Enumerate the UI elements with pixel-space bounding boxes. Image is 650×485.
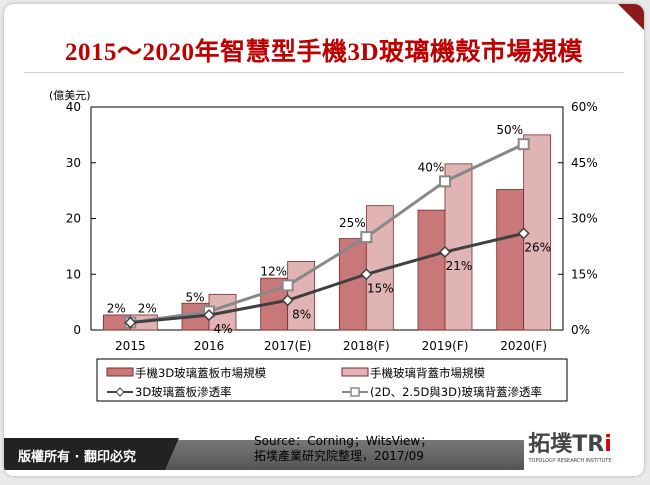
marker-square: [517, 138, 530, 151]
data-label-back-cover: 40%: [418, 160, 445, 174]
y2-tick-label: 45%: [571, 156, 598, 170]
legend-label: 手機3D玻璃蓋板市場規模: [135, 366, 267, 380]
data-label-3d-cover: 26%: [524, 240, 551, 254]
marker-square: [439, 175, 451, 188]
data-label-3d-cover: 15%: [367, 281, 394, 295]
legend-marker-square: [350, 387, 360, 397]
marker-diamond: [517, 227, 530, 240]
plot-area: [90, 106, 564, 331]
y-tick-label: 0: [73, 323, 81, 337]
source-line-2: 拓墣產業研究院整理，2017/09: [254, 449, 424, 463]
marker-diamond: [438, 245, 452, 259]
data-label-3d-cover: 8%: [292, 307, 311, 321]
source-note: Source：Corning；WitsView； 拓墣產業研究院整理，2017/…: [254, 434, 432, 464]
legend-label: 手機玻璃背蓋市場規模: [370, 366, 485, 380]
corner-decoration: [618, 4, 644, 30]
line-diamond: [130, 231, 525, 325]
x-tick-label: 2018(F): [343, 339, 390, 353]
data-label-back-cover: 5%: [185, 290, 204, 304]
y-tick-label: 30: [66, 156, 81, 170]
data-label-back-cover: 12%: [260, 264, 287, 278]
y-tick-label: 10: [66, 267, 81, 281]
y-axis-label: (億美元): [49, 89, 91, 102]
page-title: 2015～2020年智慧型手機3D玻璃機殼市場規模: [64, 39, 584, 66]
legend: [96, 358, 568, 402]
y2-tick-label: 15%: [571, 267, 598, 281]
data-label-back-cover: 2%: [138, 302, 157, 316]
x-tick-label: 2019(F): [422, 339, 469, 353]
bar-3d-cover: [417, 209, 446, 331]
x-tick-label: 2015: [115, 339, 146, 353]
y-tick-label: 40: [66, 100, 81, 114]
data-label-3d-cover: 21%: [446, 259, 473, 273]
data-label-3d-cover: 2%: [107, 302, 126, 316]
y-tick-label: 20: [66, 212, 81, 226]
legend-swatch: [106, 367, 134, 377]
marker-square: [360, 231, 373, 244]
legend-marker-diamond: [115, 387, 125, 397]
legend-label: 3D玻璃蓋板滲透率: [135, 385, 232, 399]
copyright-text: 版權所有 · 翻印必究: [18, 450, 136, 465]
source-line-1: Source：Corning；WitsView；: [254, 434, 433, 448]
tri-logo: 拓墣TRi TOPOLOGY RESEARCH INSTITUTE: [528, 432, 612, 464]
data-label-back-cover: 25%: [339, 216, 366, 230]
data-label-3d-cover: 4%: [213, 322, 232, 336]
y2-tick-label: 60%: [571, 100, 598, 114]
x-tick-label: 2016: [194, 339, 225, 353]
copyright-box: 版權所有 · 翻印必究: [4, 438, 179, 470]
y2-tick-label: 0%: [571, 323, 590, 337]
data-label-back-cover: 50%: [496, 123, 523, 137]
legend-label: (2D、2.5D與3D)玻璃背蓋滲透率: [370, 385, 542, 399]
footer: 版權所有 · 翻印必究 Source：Corning；WitsView； 拓墣產…: [4, 432, 644, 476]
marker-diamond: [124, 316, 137, 329]
bar-3d-cover: [496, 189, 525, 331]
title-divider: [24, 72, 624, 73]
marker-diamond: [281, 294, 294, 307]
marker-diamond: [360, 268, 373, 281]
y2-tick-label: 30%: [571, 212, 598, 226]
line-square: [130, 142, 525, 325]
x-tick-label: 2017(E): [264, 339, 311, 353]
x-tick-label: 2020(F): [500, 339, 547, 353]
marker-square: [281, 279, 294, 292]
legend-swatch: [341, 367, 369, 377]
chart: (億美元) 0 0% 10 15% 20 30% 30 45% 40 60% 2015 2016 2017…: [49, 89, 598, 402]
marker-diamond: [202, 309, 216, 322]
slide-panel: 2015～2020年智慧型手機3D玻璃機殼市場規模 (億美元) 0 0% 10 15% 2…: [4, 4, 644, 476]
